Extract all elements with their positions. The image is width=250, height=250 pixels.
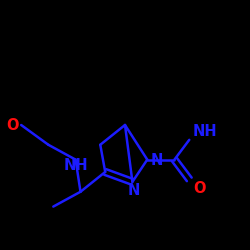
Text: O: O bbox=[6, 118, 19, 132]
Text: N: N bbox=[151, 153, 163, 168]
Text: O: O bbox=[193, 180, 205, 196]
Text: N: N bbox=[128, 183, 140, 198]
Text: NH: NH bbox=[63, 158, 88, 174]
Text: NH: NH bbox=[193, 124, 218, 138]
